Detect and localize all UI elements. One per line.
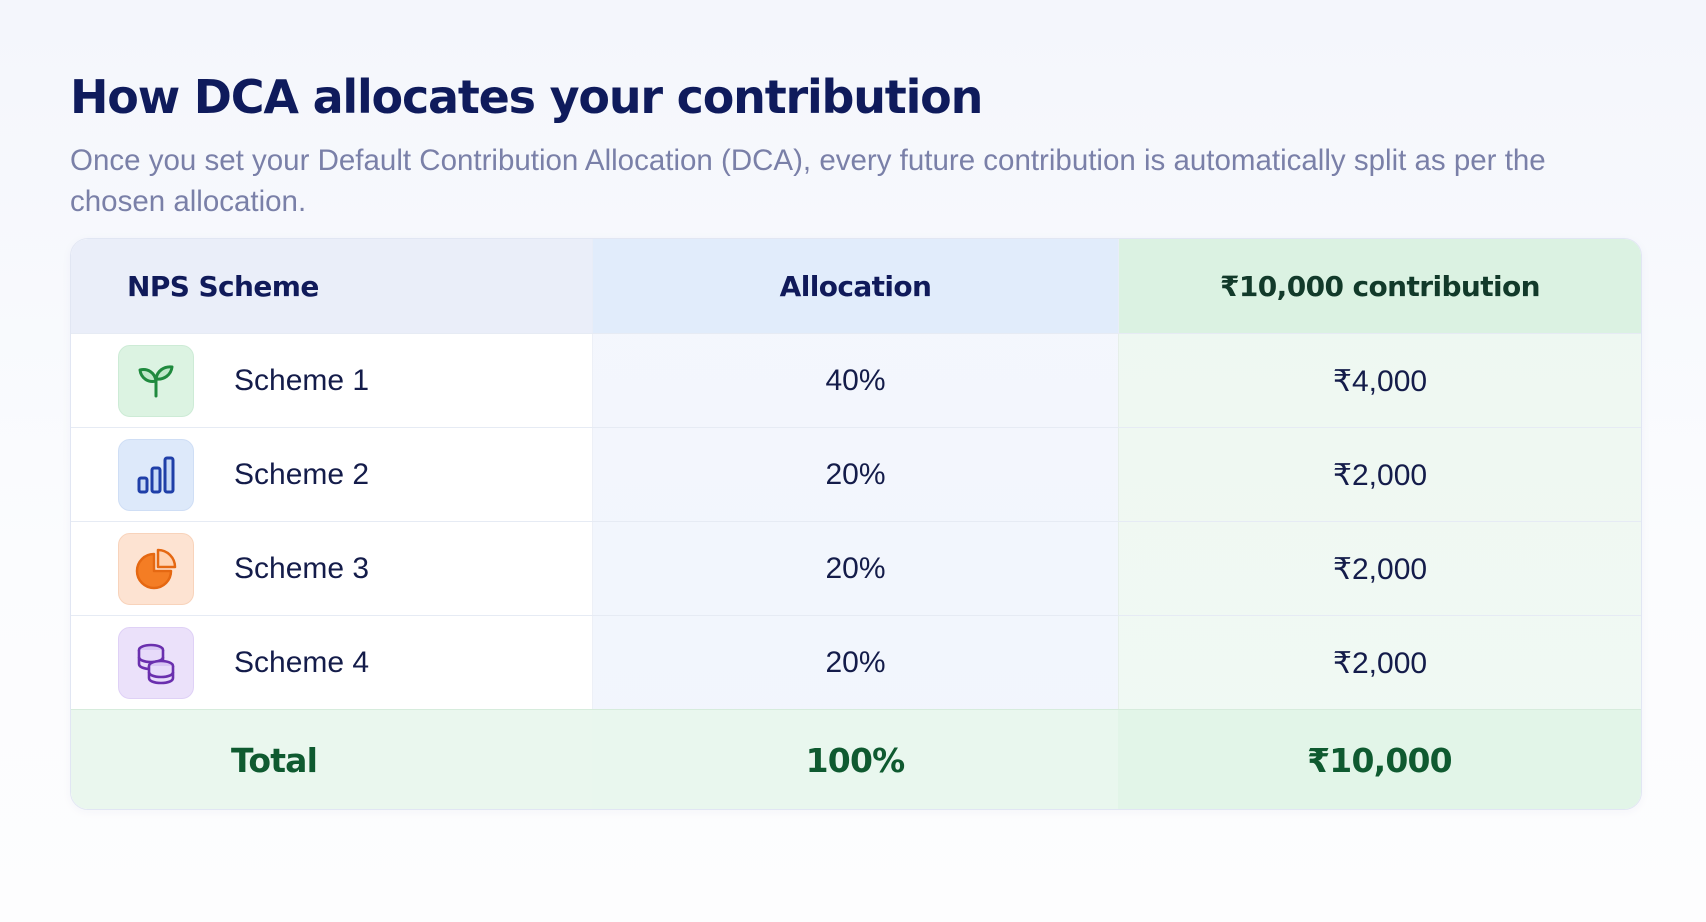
scheme-cell: Scheme 2 xyxy=(71,428,592,522)
amount-cell: ₹2,000 xyxy=(1118,428,1641,522)
total-amount: ₹10,000 xyxy=(1118,710,1641,809)
scheme-name: Scheme 2 xyxy=(234,458,370,491)
header-contribution: ₹10,000 contribution xyxy=(1118,239,1641,333)
scheme-cell: Scheme 1 xyxy=(71,334,592,428)
total-label: Total xyxy=(71,710,592,809)
bar-chart-icon xyxy=(118,439,194,511)
page-title: How DCA allocates your contribution xyxy=(70,70,983,124)
pie-chart-icon xyxy=(118,533,194,605)
scheme-name: Scheme 3 xyxy=(234,552,370,585)
table-row: Scheme 4 20% ₹2,000 xyxy=(71,615,1641,710)
amount-cell: ₹2,000 xyxy=(1118,522,1641,616)
total-row: Total 100% ₹10,000 xyxy=(71,709,1641,809)
sprout-icon xyxy=(118,345,194,417)
page-subtitle: Once you set your Default Contribution A… xyxy=(70,144,1546,218)
table-header-row: NPS Scheme Allocation ₹10,000 contributi… xyxy=(71,239,1641,333)
header-scheme: NPS Scheme xyxy=(71,239,592,333)
scheme-cell: Scheme 3 xyxy=(71,522,592,616)
table-row: Scheme 3 20% ₹2,000 xyxy=(71,521,1641,616)
scheme-name: Scheme 4 xyxy=(234,646,370,679)
allocation-cell: 20% xyxy=(592,616,1118,710)
table-row: Scheme 2 20% ₹2,000 xyxy=(71,427,1641,522)
total-allocation: 100% xyxy=(592,710,1118,809)
coin-stack-icon xyxy=(118,627,194,699)
allocation-cell: 20% xyxy=(592,428,1118,522)
scheme-cell: Scheme 4 xyxy=(71,616,592,710)
allocation-cell: 20% xyxy=(592,522,1118,616)
allocation-table: NPS Scheme Allocation ₹10,000 contributi… xyxy=(70,238,1642,810)
header-allocation: Allocation xyxy=(592,239,1118,333)
table-row: Scheme 1 40% ₹4,000 xyxy=(71,333,1641,428)
amount-cell: ₹4,000 xyxy=(1118,334,1641,428)
amount-cell: ₹2,000 xyxy=(1118,616,1641,710)
allocation-cell: 40% xyxy=(592,334,1118,428)
scheme-name: Scheme 1 xyxy=(234,364,370,397)
